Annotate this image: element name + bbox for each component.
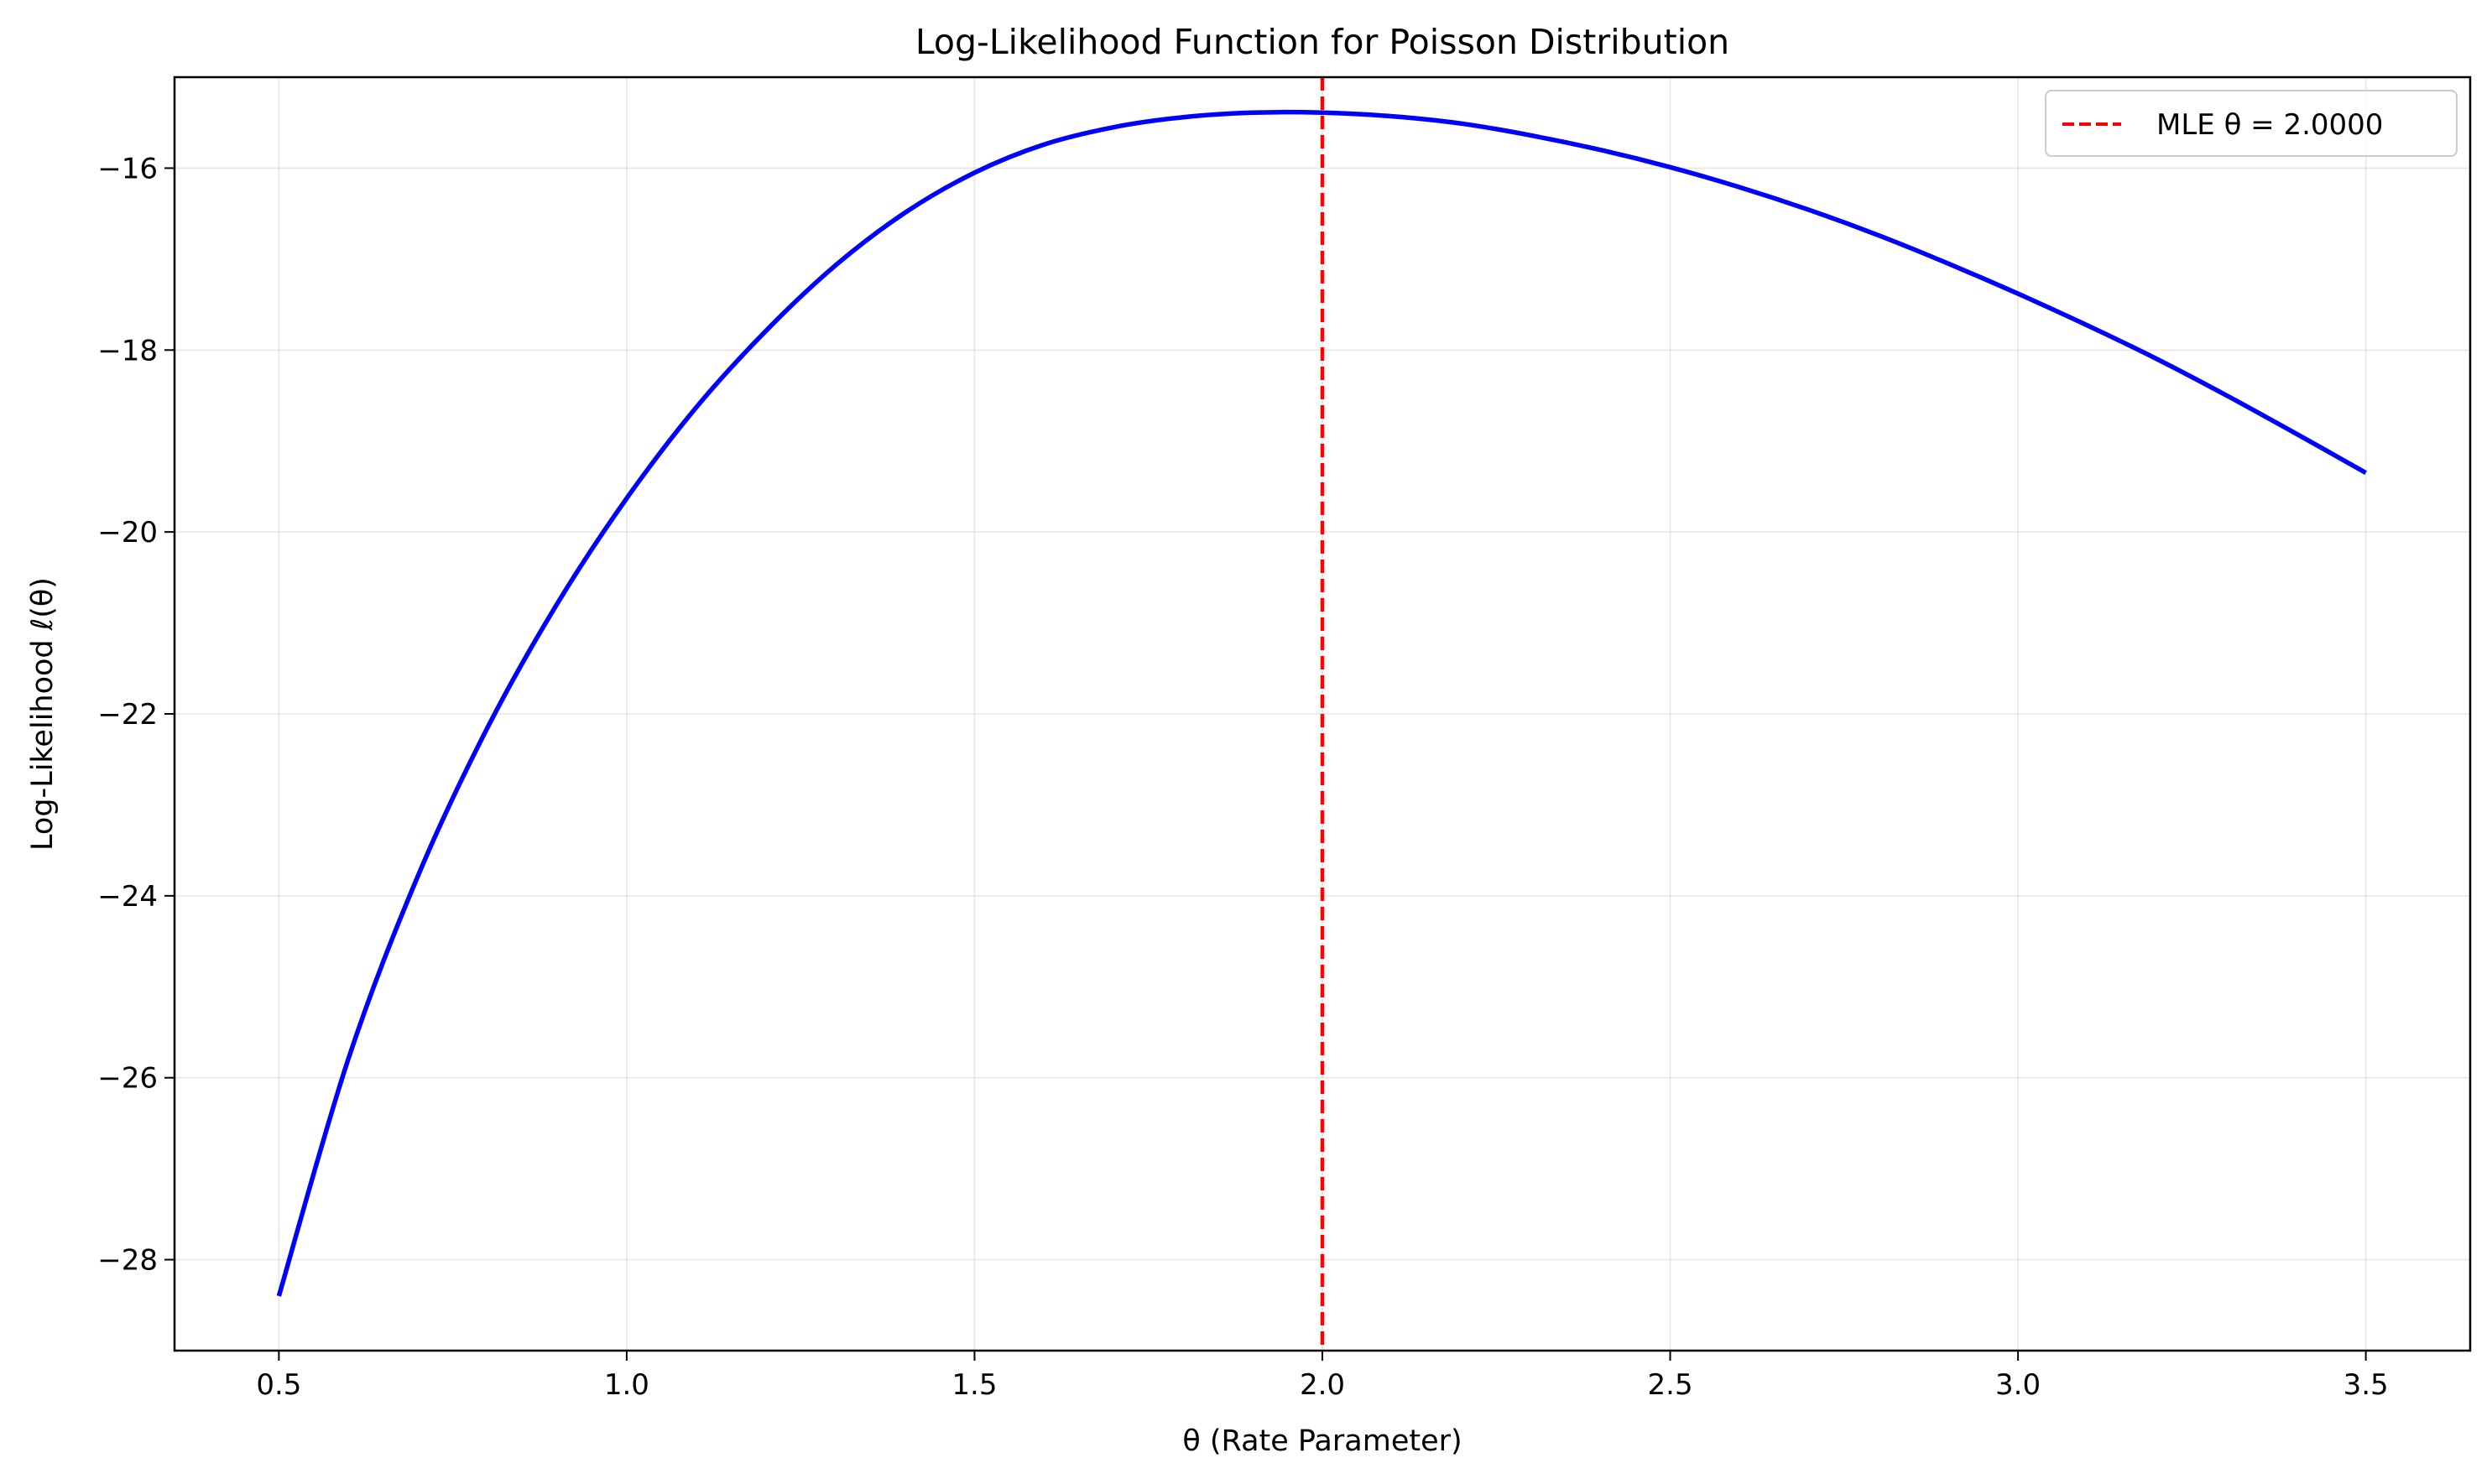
y-tick-label: −16 xyxy=(97,152,158,185)
y-tick-label: −24 xyxy=(97,880,158,914)
axis-ticks: 0.5 1.0 1.5 2.0 2.5 3.0 3.5 −16 −18 −20 −22 −24 −26 −… xyxy=(97,152,2388,1402)
x-axis-label: θ (Rate Parameter) xyxy=(1182,1424,1462,1458)
x-tick-label: 3.5 xyxy=(2343,1368,2389,1402)
y-tick-label: −20 xyxy=(97,516,158,549)
legend: MLE θ = 2.0000 xyxy=(2045,90,2458,157)
legend-label-mle: MLE θ = 2.0000 xyxy=(2156,108,2383,142)
x-tick-label: 0.5 xyxy=(256,1368,301,1402)
x-tick-label: 1.0 xyxy=(604,1368,649,1402)
y-tick-label: −28 xyxy=(97,1244,158,1278)
x-tick-label: 3.0 xyxy=(1995,1368,2041,1402)
chart-title: Log-Likelihood Function for Poisson Dist… xyxy=(915,22,1729,62)
y-tick-label: −26 xyxy=(97,1062,158,1096)
y-axis-label: Log-Likelihood ℓ(θ) xyxy=(26,577,60,851)
log-likelihood-curve xyxy=(276,109,2367,1297)
y-tick-label: −18 xyxy=(97,334,158,367)
legend-frame xyxy=(2045,90,2458,157)
series-layer xyxy=(276,109,2367,1297)
x-tick-label: 2.0 xyxy=(1300,1368,1345,1402)
x-tick-label: 2.5 xyxy=(1648,1368,1693,1402)
y-tick-label: −22 xyxy=(97,698,158,732)
x-tick-label: 1.5 xyxy=(951,1368,997,1402)
